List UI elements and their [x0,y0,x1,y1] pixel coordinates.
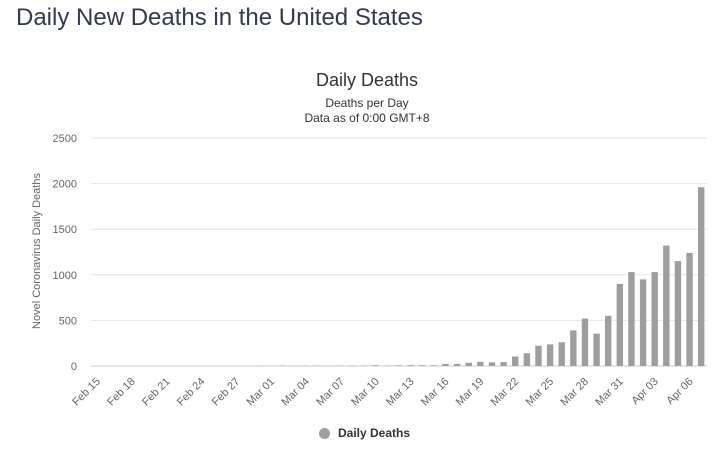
x-tick-label: Mar 22 [489,376,522,409]
bar[interactable] [500,362,507,366]
x-tick-label: Mar 28 [558,376,591,409]
bar[interactable] [372,365,379,366]
x-tick-label: Mar 19 [454,376,487,409]
bar[interactable] [407,365,414,366]
bar[interactable] [605,315,612,366]
x-tick-label: Mar 04 [279,376,312,409]
bar[interactable] [686,252,693,366]
x-tick-label: Mar 25 [524,376,557,409]
bar[interactable] [477,361,484,366]
bar[interactable] [558,342,565,366]
x-tick-label: Mar 07 [314,376,347,409]
chart-subtitle-line-2: Data as of 0:00 GMT+8 [304,111,429,125]
x-tick-label: Mar 01 [245,376,278,409]
x-tick-label: Mar 13 [384,376,417,409]
bar[interactable] [593,333,600,366]
x-tick-label: Apr 06 [664,376,695,407]
x-axis-ticks: Feb 15 Feb 18 Feb 21 Feb 24 Feb 27 Mar 01 Mar … [70,376,695,409]
x-tick-label: Mar 16 [419,376,452,409]
y-axis-title: Novel Coronavirus Daily Deaths [31,173,43,329]
chart-title: Daily Deaths [316,70,418,90]
bar[interactable] [430,365,438,366]
legend-series-dot [319,427,330,439]
bar[interactable] [535,345,542,366]
legend[interactable]: Daily Deaths [319,426,410,440]
bars [256,187,705,366]
bar[interactable] [488,362,496,366]
x-tick-label: Mar 10 [349,376,382,409]
x-tick-label: Feb 21 [140,376,173,409]
y-tick-label: 1500 [53,224,77,236]
bar[interactable] [512,356,519,366]
bar[interactable] [546,344,554,366]
y-tick-label: 2500 [53,133,77,145]
y-tick-label: 2000 [53,179,77,191]
y-tick-label: 0 [71,361,77,373]
x-tick-label: Apr 03 [629,376,660,407]
bar[interactable] [651,272,658,366]
grid-lines [91,137,707,367]
bar[interactable] [453,363,461,366]
bar[interactable] [674,261,682,366]
x-tick-label: Feb 24 [175,376,208,409]
y-tick-label: 500 [59,315,77,327]
bar[interactable] [570,330,577,366]
bar[interactable] [465,362,472,366]
bar[interactable] [419,365,426,366]
bar[interactable] [697,187,705,366]
page-heading: Daily New Deaths in the United States [16,4,423,31]
legend-series-label: Daily Deaths [338,426,411,440]
x-tick-label: Feb 27 [210,376,243,409]
x-tick-label: Feb 18 [105,376,138,409]
chart-subtitle-line-1: Deaths per Day [325,96,408,110]
y-axis-ticks: 0 500 1000 1500 2000 2500 [53,133,77,373]
bar[interactable] [442,363,449,366]
y-tick-label: 1000 [53,270,77,282]
x-tick-label: Feb 15 [70,376,103,409]
bar[interactable] [616,283,624,366]
bar[interactable] [628,272,635,366]
bar[interactable] [523,353,531,366]
x-tick-label: Mar 31 [593,376,626,409]
bar[interactable] [581,318,589,366]
bar[interactable] [663,245,670,366]
bar[interactable] [395,365,403,366]
bar[interactable] [639,279,647,366]
